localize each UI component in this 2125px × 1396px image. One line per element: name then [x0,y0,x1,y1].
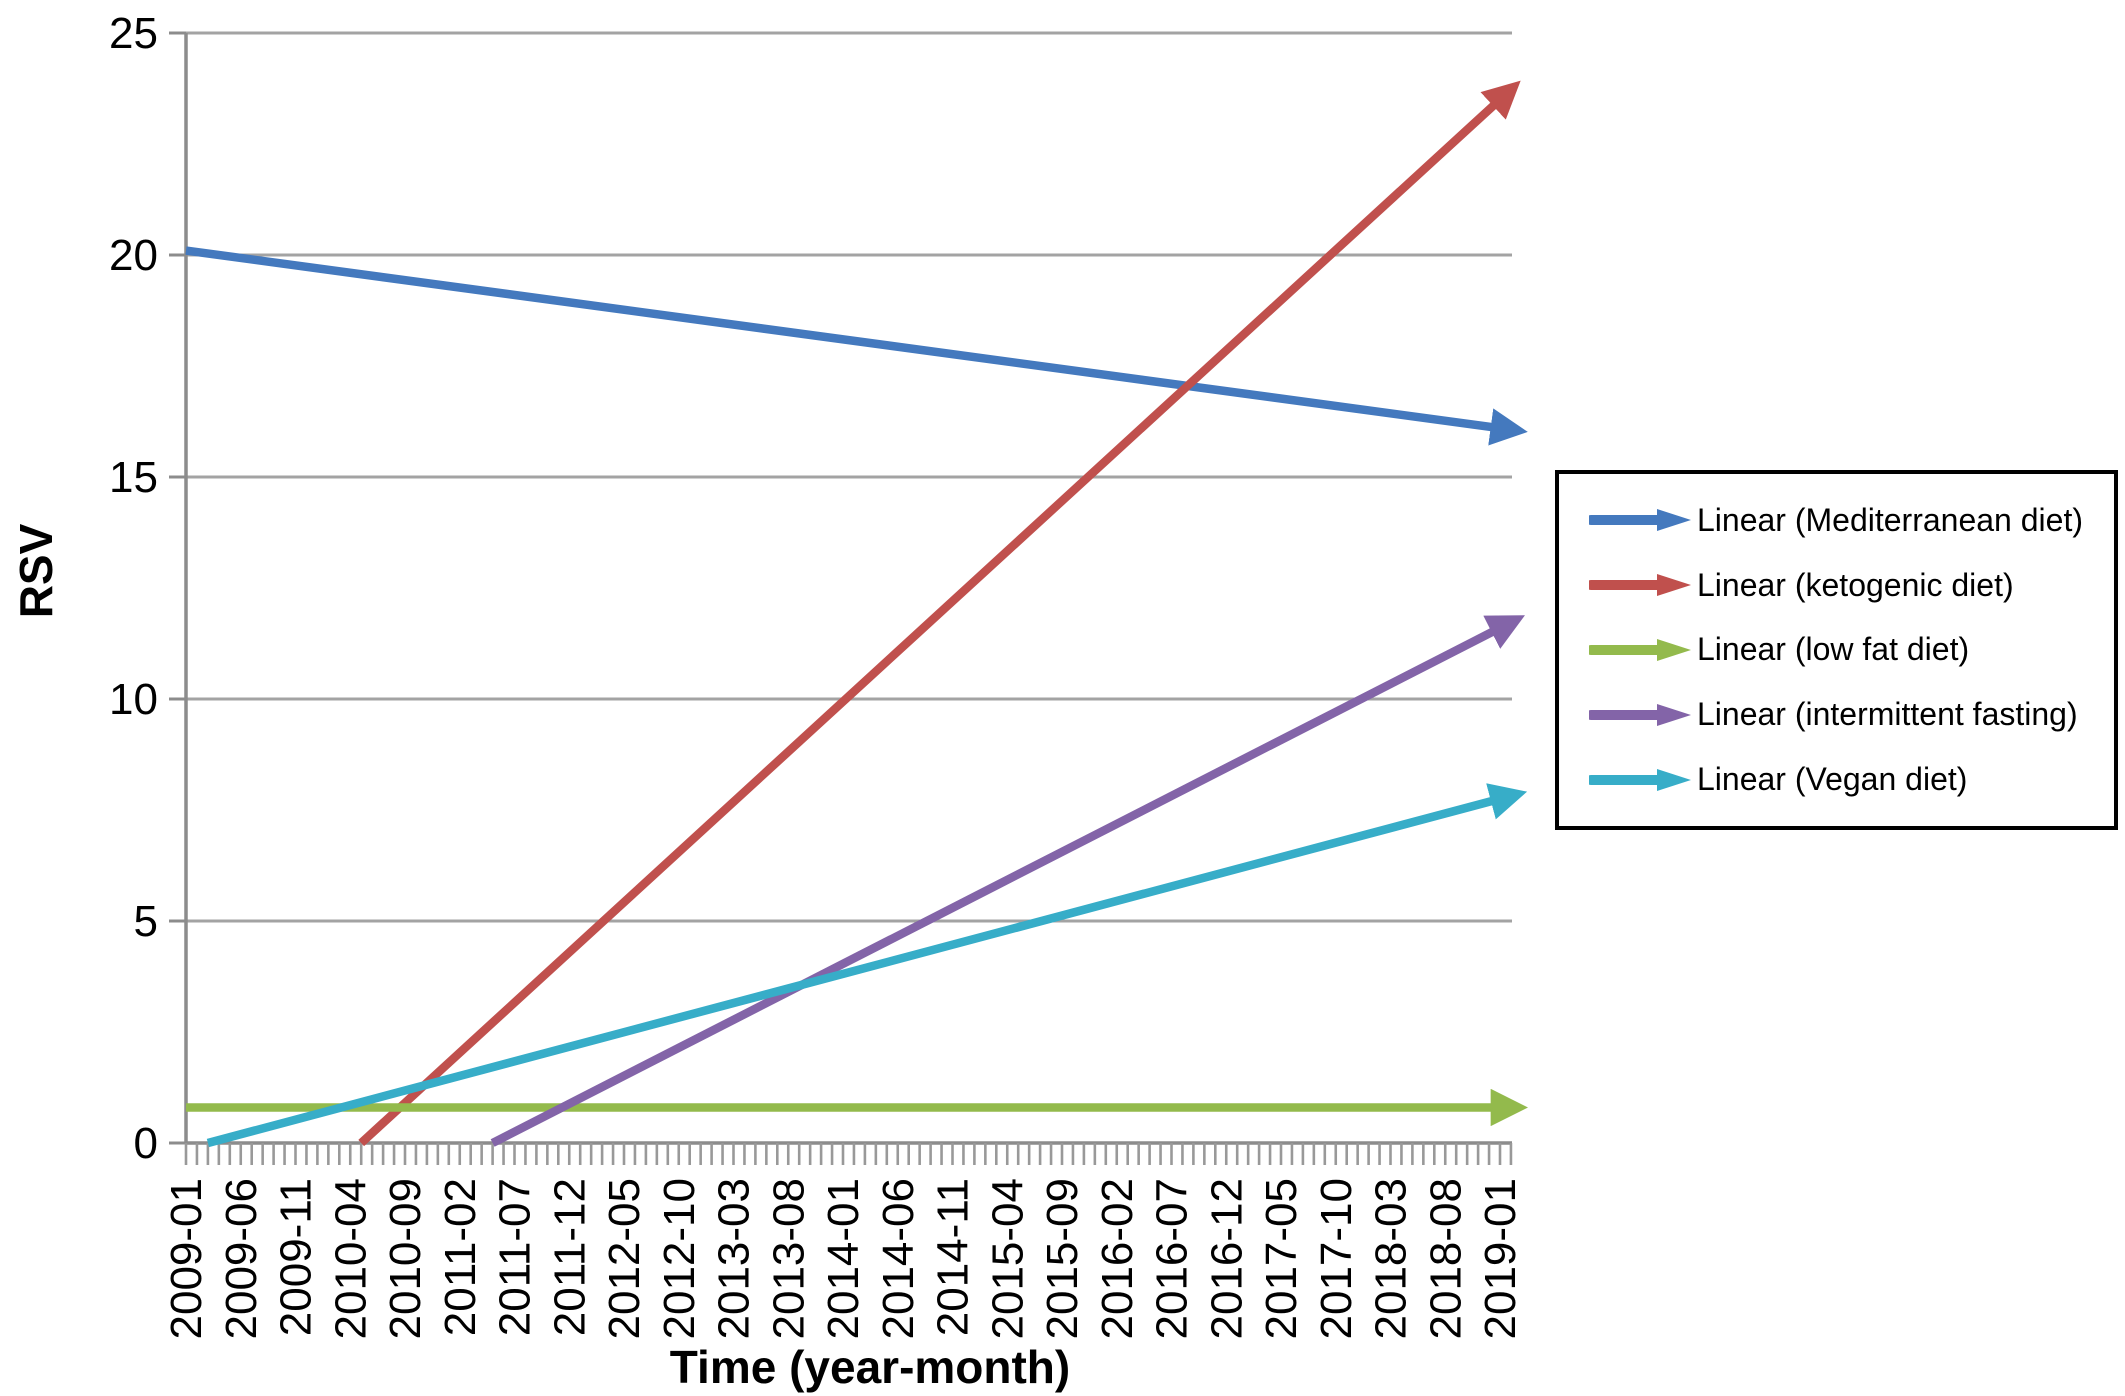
y-tick-label: 10 [109,675,158,724]
legend-arrow-icon [1589,509,1691,532]
x-tick-label: 2011-12 [545,1178,594,1336]
y-tick-label: 15 [109,453,158,502]
x-tick-label: 2018-08 [1421,1178,1470,1339]
legend-item-label: Linear (low fat diet) [1697,631,1970,668]
x-axis-title: Time (year-month) [669,1341,1071,1393]
x-tick-label: 2014-01 [819,1178,868,1339]
y-tick-label: 0 [134,1119,158,1168]
x-tick-label: 2011-07 [491,1178,540,1336]
x-tick-label: 2012-05 [600,1178,649,1339]
legend-arrow-head [1657,768,1691,791]
x-tick-label: 2013-08 [764,1178,813,1339]
series-line-2 [358,80,1521,1147]
x-tick-label: 2012-10 [655,1178,704,1339]
x-tick-label: 2011-02 [436,1178,485,1336]
legend-item: Linear (intermittent fasting) [1589,696,2114,733]
x-tick-label: 2016-02 [1093,1178,1142,1339]
series-line-5 [206,783,1528,1148]
x-tick-label: 2014-06 [874,1178,923,1339]
legend-item: Linear (low fat diet) [1589,631,2114,668]
legend-item-label: Linear (intermittent fasting) [1697,696,2078,733]
x-tick-label: 2013-03 [710,1178,759,1339]
x-tick-label: 2010-09 [381,1178,430,1339]
legend-arrow-icon [1589,638,1691,661]
legend-arrow-head [1657,574,1691,597]
legend-item: Linear (Mediterranean diet) [1589,502,2114,539]
legend-item-label: Linear (Vegan diet) [1697,761,1968,798]
y-tick-label: 5 [134,897,158,946]
x-tick-label: 2014-11 [929,1178,978,1336]
legend-arrow-head [1657,638,1691,661]
legend-item: Linear (ketogenic diet) [1589,567,2114,604]
x-tick-label: 2009-01 [162,1178,211,1339]
series-line-1 [185,246,1528,446]
series-line-4 [490,615,1525,1147]
x-tick-label: 2010-04 [326,1178,375,1339]
x-tick-label: 2017-10 [1312,1178,1361,1339]
legend-item-label: Linear (Mediterranean diet) [1697,501,2083,538]
legend: Linear (Mediterranean diet) Linear (ketog… [1555,470,2118,830]
legend-arrow-icon [1589,574,1691,597]
x-tick-label: 2016-07 [1148,1178,1197,1339]
y-tick-label: 20 [109,231,158,280]
x-tick-label: 2015-04 [983,1178,1032,1339]
legend-arrow-icon [1589,703,1691,726]
legend-arrow-icon [1589,768,1691,791]
x-tick-label: 2018-03 [1367,1178,1416,1339]
x-tick-label: 2015-09 [1038,1178,1087,1339]
legend-item: Linear (Vegan diet) [1589,761,2114,798]
x-tick-label: 2009-11 [272,1178,321,1336]
x-tick-label: 2019-01 [1476,1178,1525,1339]
legend-arrow-head [1657,509,1691,532]
legend-item-label: Linear (ketogenic diet) [1697,566,2014,603]
x-tick-label: 2009-06 [217,1178,266,1339]
y-tick-label: 25 [109,9,158,58]
x-tick-label: 2017-05 [1257,1178,1306,1339]
y-axis-title: RSV [10,523,62,619]
legend-arrow-head [1657,703,1691,726]
x-tick-label: 2016-12 [1202,1178,1251,1339]
